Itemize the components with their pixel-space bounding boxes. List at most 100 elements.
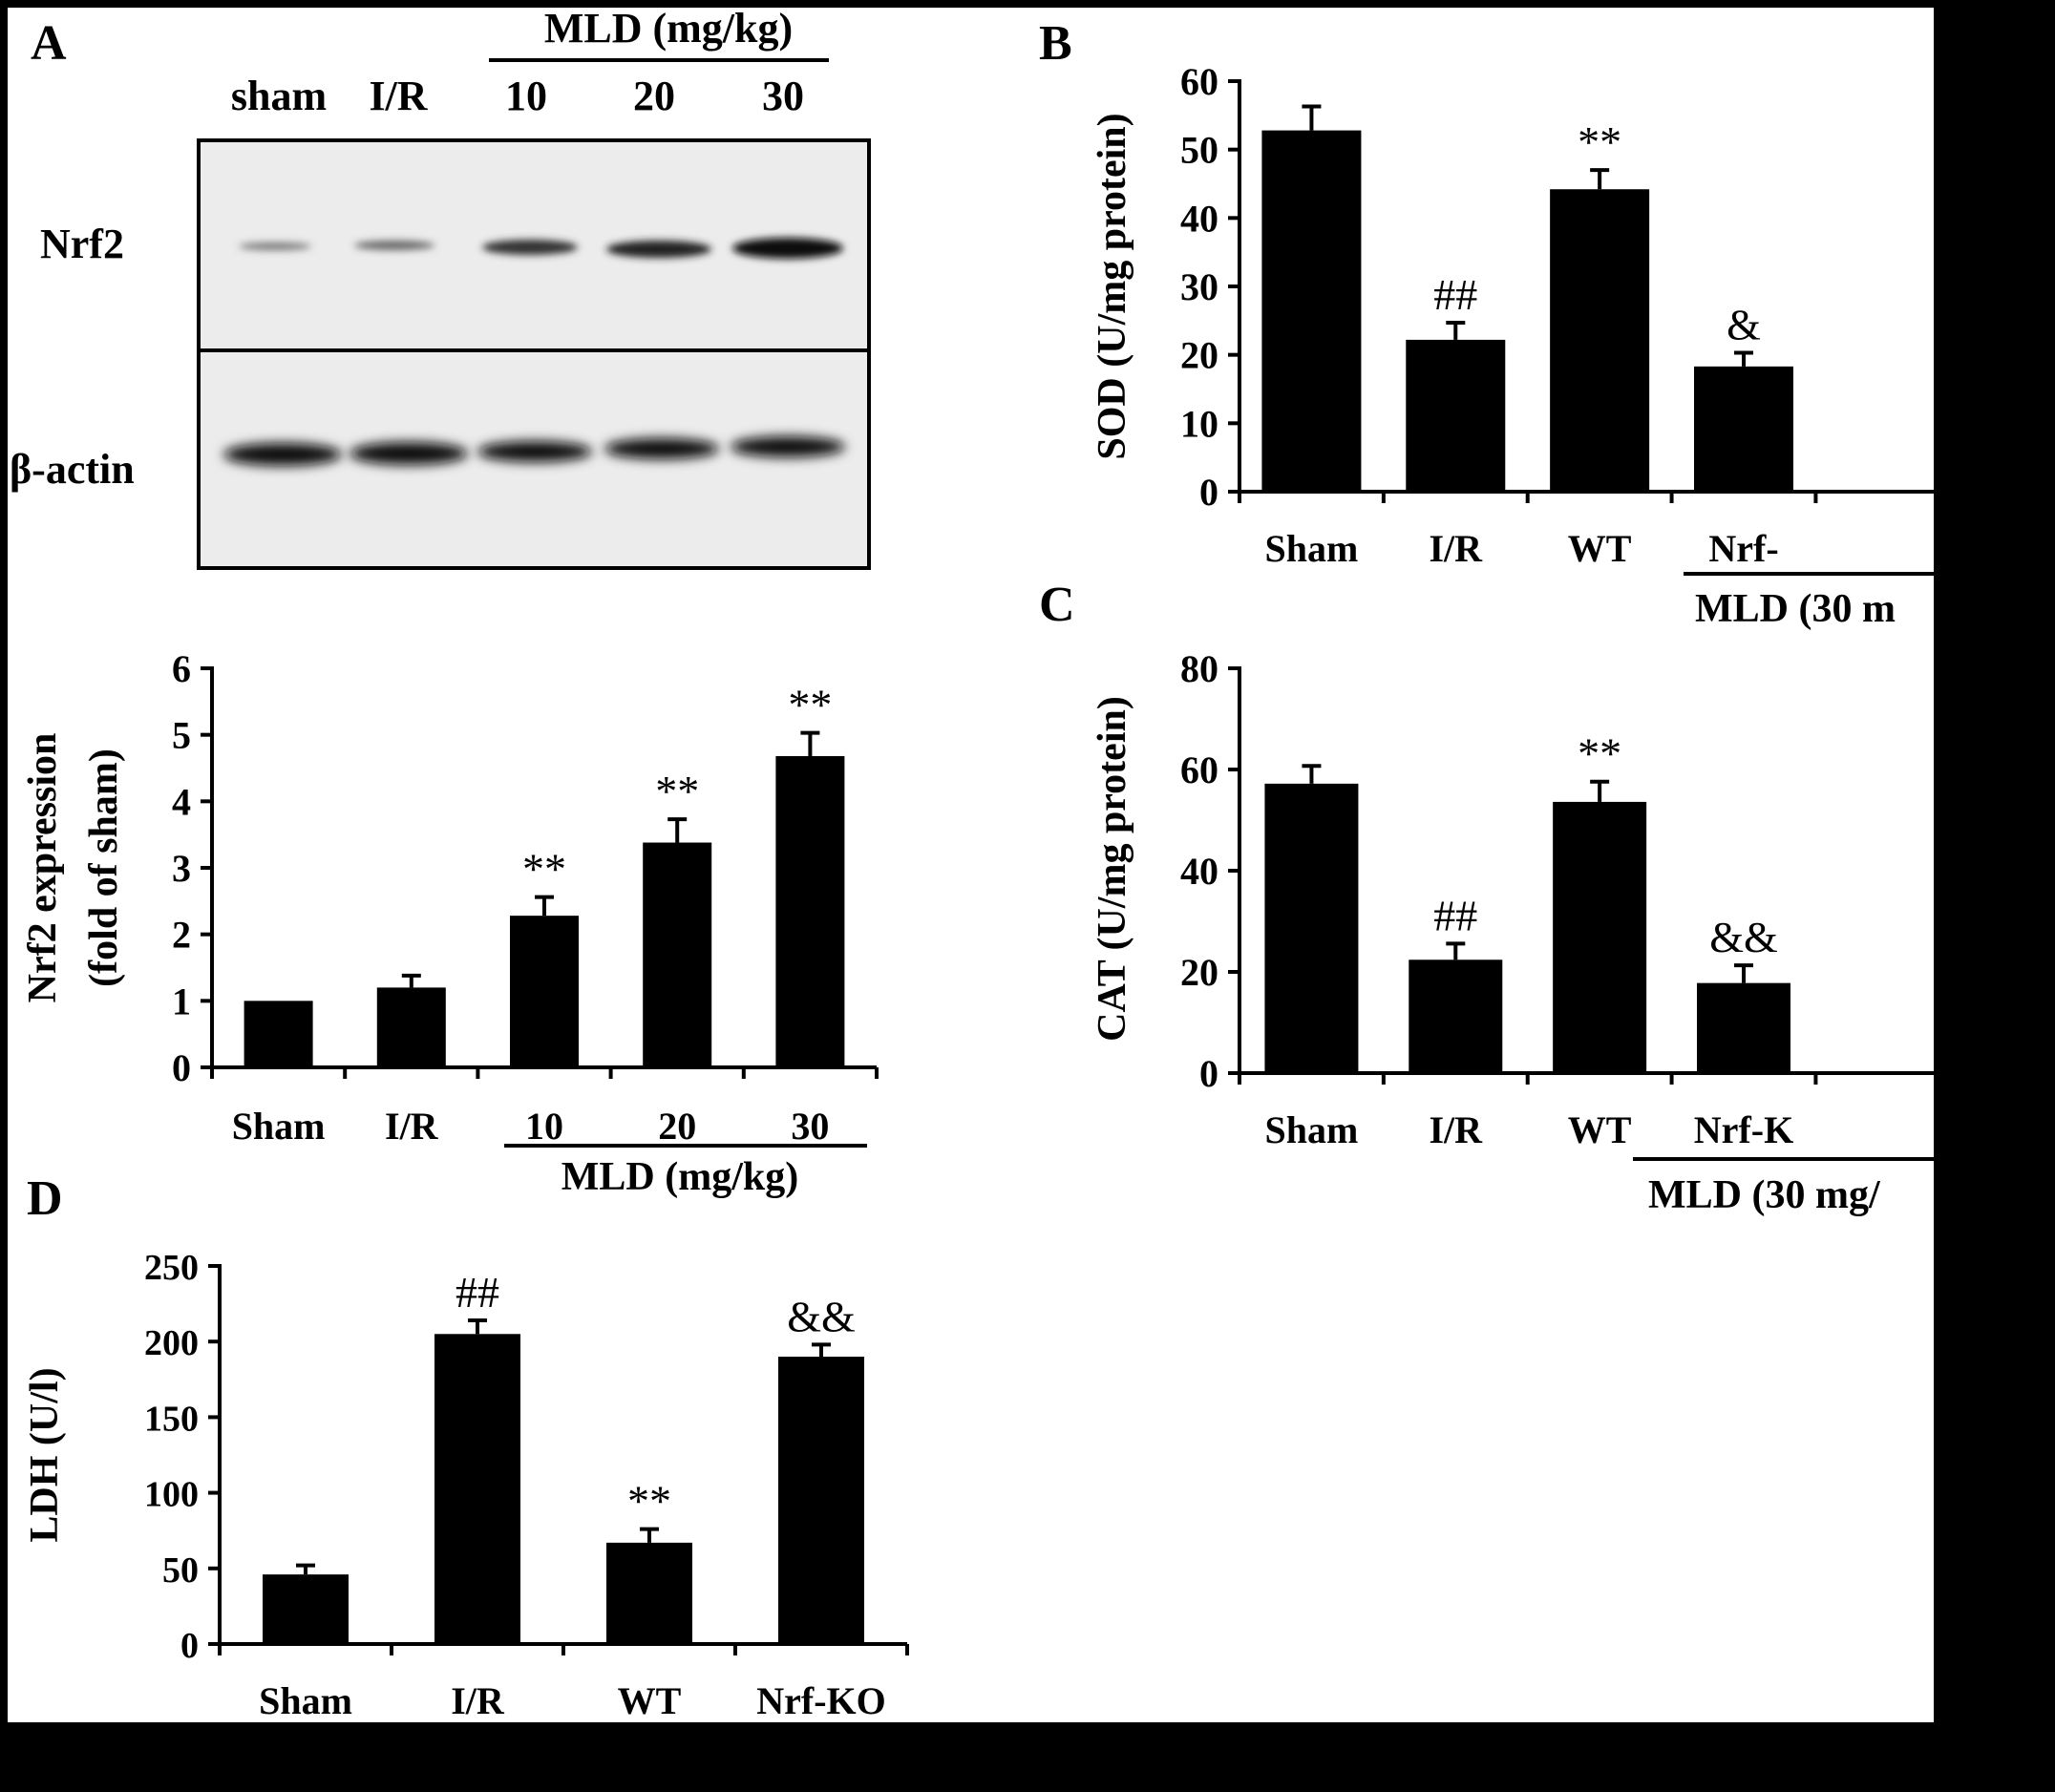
panel-letter-d: D (27, 1171, 63, 1226)
category-label: WT (1568, 527, 1632, 570)
blot-membrane (197, 138, 871, 570)
significance-mark: && (1709, 913, 1778, 961)
bar (1697, 982, 1790, 1073)
bar (510, 916, 579, 1067)
y-tick-label: 10 (1180, 402, 1218, 445)
bar (263, 1574, 349, 1644)
bar (1264, 783, 1359, 1073)
y-tick-label: 0 (1199, 1052, 1218, 1095)
nrf2-expression-chart: 0 1 2 3 4 5 6 Sham I/R ** 10 ** 20 ** 30 Nrf2 expressio… (21, 647, 879, 1199)
y-tick-label: 0 (180, 1626, 199, 1666)
blot-lane-label: 30 (762, 73, 804, 119)
bar (1406, 339, 1506, 492)
significance-mark: ## (1433, 891, 1477, 939)
significance-mark: ** (1578, 729, 1621, 778)
category-label: I/R (1429, 527, 1483, 570)
y-tick-label: 30 (1180, 265, 1218, 308)
beta-actin-band (223, 443, 342, 466)
panel-letter-c: C (1039, 578, 1075, 632)
blot-group-label: MLD (mg/kg) (544, 5, 793, 52)
bar (643, 842, 712, 1067)
category-label: WT (1568, 1108, 1632, 1151)
panel-letter-b: B (1039, 16, 1072, 71)
y-tick-label: 20 (1180, 334, 1218, 377)
group-label: MLD (30 m (1695, 587, 1896, 631)
bar (434, 1334, 520, 1644)
y-tick-label: 100 (144, 1475, 199, 1515)
y-tick-label: 20 (1180, 951, 1218, 994)
beta-actin-band (731, 436, 845, 457)
bar (376, 987, 446, 1067)
bar (1694, 366, 1793, 492)
category-label: I/R (1429, 1108, 1483, 1151)
blot-lane-label: 10 (505, 73, 547, 119)
sod-chart: B 0 10 20 30 40 50 60 Sham ## I/R ** WT & Nrf- SOD (U/m… (1039, 16, 2001, 631)
nrf2-band (732, 238, 843, 259)
y-tick-label: 4 (172, 780, 191, 823)
y-tick-label: 60 (1180, 60, 1218, 103)
bar (775, 755, 845, 1067)
y-tick-label: 150 (144, 1399, 199, 1439)
significance-mark: ** (788, 681, 832, 729)
category-label: Sham (1265, 527, 1359, 570)
category-label: I/R (451, 1679, 505, 1722)
group-label: MLD (30 mg/ (1648, 1173, 1881, 1217)
bar (1550, 189, 1650, 492)
y-axis-label: SOD (U/mg protein) (1091, 113, 1134, 459)
y-axis-label: Nrf2 expression (21, 733, 65, 1003)
right-edge-mask (1934, 0, 2055, 1792)
y-tick-label: 250 (144, 1248, 199, 1288)
category-label: Sham (259, 1679, 352, 1722)
blot-lane-labels: sham I/R 10 20 30 (231, 73, 804, 119)
nrf2-band (239, 242, 311, 250)
y-tick-label: 0 (172, 1046, 191, 1089)
beta-actin-bands (223, 436, 845, 466)
beta-actin-band (604, 438, 719, 459)
category-label: 20 (658, 1105, 696, 1148)
significance-mark: ## (455, 1268, 499, 1317)
cat-chart: C 0 20 40 60 80 Sham ## I/R ** WT && Nrf-K CAT (U/mg … (1039, 578, 2001, 1217)
significance-mark: ** (655, 767, 699, 815)
significance-mark: ** (1578, 117, 1621, 166)
category-label: WT (618, 1679, 682, 1722)
panel-a: A MLD (mg/kg) sham I/R 10 20 30 Nrf2 β-a… (10, 5, 871, 570)
panel-letter-a: A (31, 16, 67, 71)
significance-mark: ## (1433, 270, 1477, 319)
category-label: Sham (232, 1105, 326, 1148)
significance-mark: ** (627, 1477, 671, 1526)
y-tick-label: 0 (1199, 471, 1218, 514)
ldh-chart: D 0 50 100 150 200 250 Sham ## I/R ** WT && Nrf-KO LDH… (23, 1171, 909, 1722)
blot-lane-label: I/R (369, 73, 428, 119)
nrf2-band (482, 240, 578, 255)
y-tick-label: 60 (1180, 748, 1218, 791)
y-axis-label-line-2: (fold of sham) (82, 748, 126, 987)
y-tick-label: 5 (172, 714, 191, 757)
significance-mark: && (787, 1292, 856, 1340)
category-label: 10 (525, 1105, 563, 1148)
nrf2-band (354, 241, 434, 250)
y-axis-label: CAT (U/mg protein) (1091, 696, 1134, 1042)
y-tick-label: 3 (172, 847, 191, 890)
blot-lane-label: 20 (633, 73, 675, 119)
category-label: I/R (385, 1105, 439, 1148)
category-label: Nrf-K (1694, 1108, 1793, 1151)
bar (778, 1357, 864, 1644)
category-label: Nrf-KO (756, 1679, 886, 1722)
y-tick-label: 1 (172, 980, 191, 1022)
y-tick-label: 200 (144, 1323, 199, 1363)
y-tick-label: 80 (1180, 647, 1218, 690)
bar (606, 1542, 692, 1644)
category-label: 30 (791, 1105, 829, 1148)
y-tick-label: 2 (172, 914, 191, 957)
blot-row-label-beta-actin: β-actin (10, 446, 135, 493)
y-tick-label: 40 (1180, 197, 1218, 240)
beta-actin-band (350, 442, 468, 465)
bar (1409, 959, 1503, 1073)
y-axis-label: LDH (U/l) (23, 1367, 67, 1542)
significance-mark: & (1727, 301, 1761, 349)
category-label: Nrf- (1708, 527, 1778, 570)
bar (1553, 801, 1647, 1073)
y-tick-label: 6 (172, 647, 191, 690)
bar (244, 1001, 313, 1067)
